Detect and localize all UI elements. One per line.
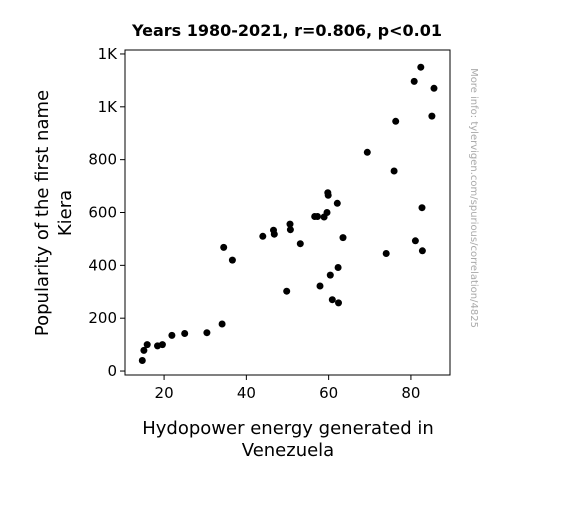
data-point-0 xyxy=(138,357,146,364)
y-tick-label-4: 800 xyxy=(88,151,117,169)
data-point-2 xyxy=(143,341,151,349)
watermark-text: More info: tylervigen.com/spurious/corre… xyxy=(468,68,479,328)
y-axis-label-line-1: Popularity of the first name xyxy=(32,90,53,336)
x-tick-label-3: 80 xyxy=(401,384,420,402)
x-tick-label-0: 20 xyxy=(155,384,174,402)
data-point-37 xyxy=(417,63,425,71)
x-axis-label-line-2: Venezuela xyxy=(242,440,334,461)
y-tick-label-3: 600 xyxy=(88,204,117,222)
data-point-30 xyxy=(339,234,347,242)
data-point-19 xyxy=(314,213,321,220)
watermark-group: More info: tylervigen.com/spurious/corre… xyxy=(468,68,479,328)
y-tick-label-1: 200 xyxy=(88,309,117,327)
data-point-28 xyxy=(334,264,342,271)
data-point-41 xyxy=(430,84,438,92)
data-point-31 xyxy=(363,148,371,156)
data-point-24 xyxy=(324,191,332,199)
data-point-20 xyxy=(316,282,324,290)
y-tick-label-0: 0 xyxy=(107,362,117,380)
data-point-11 xyxy=(259,232,267,240)
y-tick-label-6: 1K xyxy=(98,45,119,63)
data-point-33 xyxy=(390,167,398,175)
x-tick-label-2: 60 xyxy=(319,384,338,402)
data-point-4 xyxy=(158,341,166,349)
data-point-38 xyxy=(418,204,426,212)
data-point-29 xyxy=(335,299,342,307)
data-point-13 xyxy=(270,230,278,238)
y-axis-label-line-2: Kiera xyxy=(55,190,76,236)
data-point-17 xyxy=(296,240,304,248)
data-point-39 xyxy=(418,247,426,255)
data-point-36 xyxy=(411,237,419,245)
data-point-34 xyxy=(392,117,400,125)
x-tick-label-1: 40 xyxy=(237,384,256,402)
data-point-22 xyxy=(323,209,331,216)
data-point-26 xyxy=(328,296,336,304)
data-point-7 xyxy=(203,329,211,337)
y-tick-label-5: 1K xyxy=(98,98,119,116)
data-point-5 xyxy=(168,331,176,339)
data-point-27 xyxy=(333,199,341,207)
data-point-9 xyxy=(220,243,228,251)
data-point-32 xyxy=(382,250,390,257)
plot-frame xyxy=(124,49,451,376)
data-point-10 xyxy=(228,256,236,264)
data-point-40 xyxy=(428,112,436,120)
chart-title: Years 1980-2021, r=0.806, p<0.01 xyxy=(131,21,442,40)
data-point-8 xyxy=(218,320,226,328)
y-axis-label-group-2: Kiera xyxy=(55,190,76,236)
data-point-14 xyxy=(283,287,291,295)
y-axis-label-group: Popularity of the first name xyxy=(32,90,53,336)
data-point-35 xyxy=(410,77,418,85)
data-point-15 xyxy=(286,220,294,228)
y-tick-label-2: 400 xyxy=(88,256,117,274)
data-point-16 xyxy=(286,226,294,234)
data-point-6 xyxy=(181,330,189,337)
data-point-25 xyxy=(326,271,334,279)
points-layer xyxy=(138,63,438,364)
x-axis-label-line-1: Hydopower energy generated in xyxy=(142,418,434,439)
data-point-1 xyxy=(140,346,148,354)
